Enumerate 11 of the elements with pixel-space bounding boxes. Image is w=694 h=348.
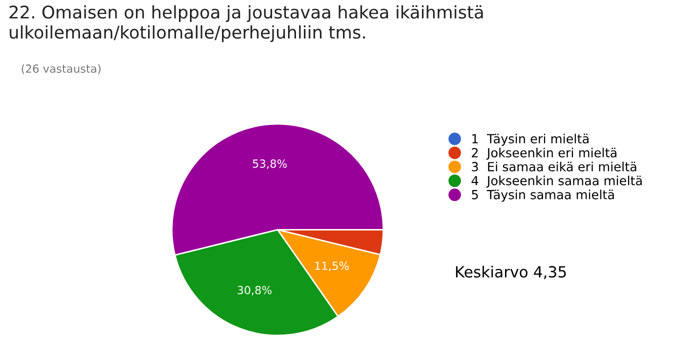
legend-label: 2 Jokseenkin eri mieltä [472,148,616,160]
chart-title: 22. Omaisen on helppoa ja joustavaa hakea ikäihmistä ulkoilemaan/kotilomalle/perhejuhliin tms. [10,5,483,42]
data-label: 53,8% [252,159,287,169]
text: (26 vastausta) [22,64,101,74]
text: Keskiarvo 4,35 [456,266,566,280]
legend-label: 3 Ei samaa eikä eri mieltä [472,162,636,172]
legend-label: 5 Täysin samaa mieltä [472,190,614,202]
legend-label: 1 Täysin eri mieltä [472,134,589,146]
legend-label: 4 Jokseenkin samaa mieltä [472,176,642,188]
data-label: 30,8% [238,286,272,296]
data-label: 11,5% [315,262,349,272]
